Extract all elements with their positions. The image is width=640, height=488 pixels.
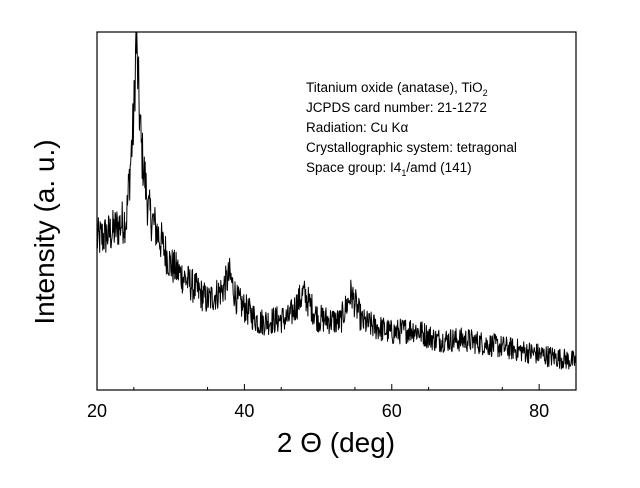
annotation-line: Radiation: Cu Kα [306,120,409,135]
x-axis-label: 2 Θ (deg) [277,427,395,458]
x-axis-ticks [96,384,540,390]
x-tick-label: 60 [382,401,402,421]
annotation-line: Titanium oxide (anatase), TiO2 [306,80,488,98]
plot-frame [96,31,577,391]
x-tick-label: 40 [234,401,254,421]
annotation-line: Space group: I41/amd (141) [306,160,472,178]
annotation-line: JCPDS card number: 21-1272 [306,100,487,115]
y-axis-label: Intensity (a. u.) [29,139,60,324]
annotation-line: Crystallographic system: tetragonal [306,140,517,155]
series-line [96,31,577,370]
annotation-block: Titanium oxide (anatase), TiO2 JCPDS card… [306,80,517,178]
x-tick-label: 20 [87,401,107,421]
x-axis-tick-labels: 20 40 60 80 [87,401,549,421]
x-tick-label: 80 [529,401,549,421]
